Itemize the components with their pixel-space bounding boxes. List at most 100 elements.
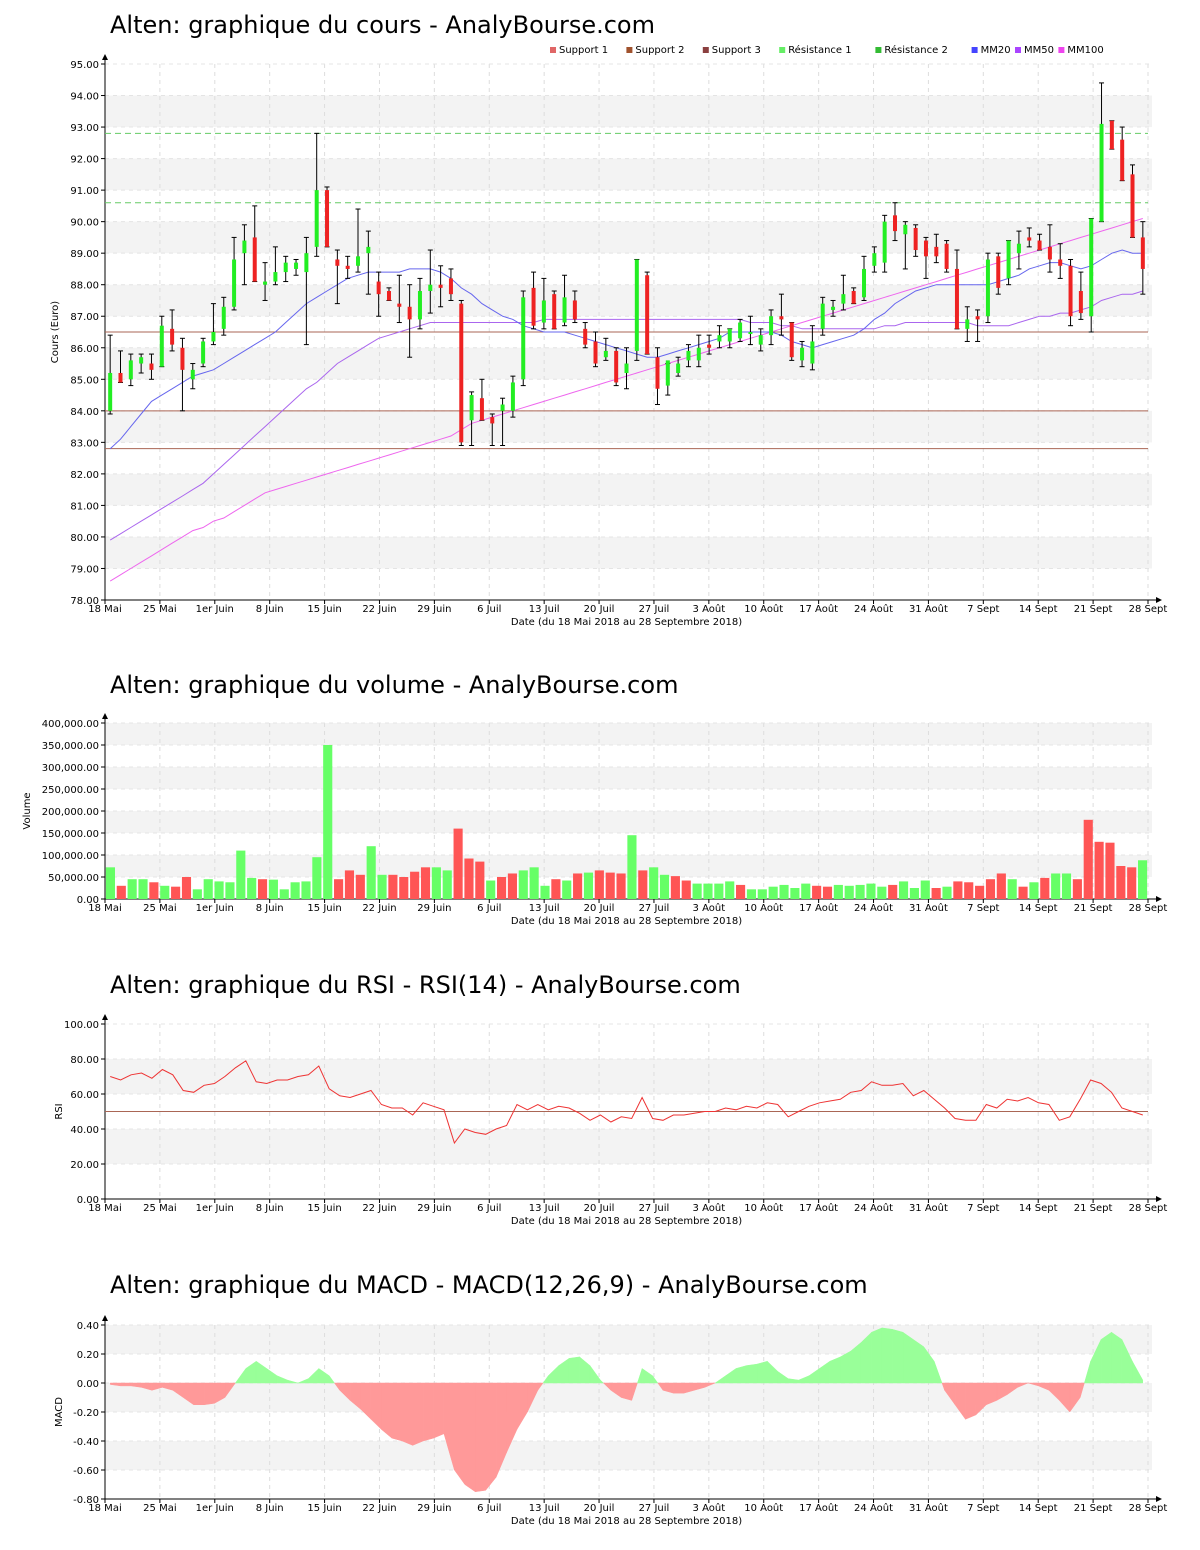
candle-body bbox=[304, 253, 309, 273]
cours-xtick-label: 10 Août bbox=[744, 603, 783, 615]
candle-body bbox=[603, 350, 608, 358]
volume-bar bbox=[257, 879, 268, 899]
volume-bar bbox=[453, 828, 463, 899]
volume-bar bbox=[431, 867, 441, 899]
cours-xtick-label: 31 Août bbox=[909, 603, 948, 615]
volume-xtick-label: 8 Juin bbox=[256, 903, 284, 914]
legend-item: MM20 bbox=[971, 45, 1011, 56]
candle bbox=[706, 334, 712, 355]
macd-area bbox=[370, 1382, 382, 1430]
candle bbox=[1016, 230, 1022, 270]
candle bbox=[272, 246, 278, 286]
volume-bar bbox=[768, 886, 778, 899]
candle bbox=[365, 230, 371, 295]
volume-bar bbox=[627, 835, 637, 899]
cours-xtick-label: 3 Août bbox=[693, 603, 726, 615]
rsi-ytick-label: 100.00 bbox=[64, 1020, 99, 1031]
cours-ytick-label: 81.00 bbox=[70, 501, 99, 512]
candle bbox=[159, 315, 165, 368]
macd-area bbox=[673, 1382, 685, 1394]
volume-bar bbox=[681, 880, 691, 899]
candle bbox=[820, 296, 826, 336]
rsi-xtick-label: 1er Juin bbox=[196, 1203, 234, 1214]
cours-ytick-label: 92.00 bbox=[70, 155, 99, 166]
cours-xtick-label: 18 Mai bbox=[88, 604, 121, 615]
volume-bar bbox=[507, 873, 517, 899]
candle bbox=[696, 334, 702, 368]
volume-bar bbox=[594, 870, 604, 899]
volume-xtick-label: 18 Mai bbox=[88, 903, 121, 914]
candle bbox=[644, 271, 650, 355]
candle-body bbox=[510, 382, 515, 411]
volume-bar bbox=[192, 889, 202, 899]
macd-area bbox=[537, 1382, 544, 1392]
rsi-xtick-label: 22 Juin bbox=[362, 1203, 396, 1214]
macd-band bbox=[105, 1441, 1152, 1470]
macd-area bbox=[391, 1382, 403, 1442]
legend-swatch bbox=[1015, 47, 1021, 53]
volume-bar bbox=[518, 870, 528, 899]
rsi-xtick-label: 31 Août bbox=[909, 1202, 948, 1214]
macd-area bbox=[725, 1368, 737, 1384]
candle bbox=[221, 296, 227, 336]
volume-bar bbox=[583, 872, 594, 899]
volume-xtick-label: 29 Juin bbox=[417, 903, 451, 914]
candle bbox=[448, 268, 454, 301]
candle bbox=[593, 331, 599, 368]
cours-ylabel: Cours (Euro) bbox=[50, 301, 61, 364]
candle-body bbox=[1099, 123, 1104, 222]
candle bbox=[634, 258, 640, 361]
candle-body bbox=[139, 357, 144, 364]
cours-ytick-label: 80.00 bbox=[70, 533, 99, 544]
candle bbox=[241, 224, 247, 286]
candle bbox=[500, 397, 506, 447]
macd-xtick-label: 22 Juin bbox=[362, 1503, 396, 1514]
candle-body bbox=[975, 316, 980, 320]
cours-y-arrow bbox=[102, 54, 108, 60]
candle-body bbox=[583, 328, 588, 345]
candle bbox=[489, 413, 495, 447]
legend-swatch bbox=[779, 47, 786, 53]
candle bbox=[861, 255, 867, 301]
macd-area bbox=[412, 1382, 424, 1446]
macd-area bbox=[829, 1356, 841, 1384]
rsi-xtick-label: 25 Mai bbox=[143, 1203, 176, 1214]
cours-ytick-label: 88.00 bbox=[70, 281, 99, 292]
candle bbox=[654, 347, 660, 406]
volume-bar bbox=[399, 877, 409, 899]
volume-bar bbox=[888, 884, 898, 899]
candle-body bbox=[376, 281, 381, 295]
cours-band bbox=[105, 221, 1152, 254]
candle-body bbox=[170, 328, 175, 345]
volume-xlabel: Date (du 18 Mai 2018 au 28 Septembre 201… bbox=[511, 916, 742, 927]
macd-area bbox=[600, 1379, 605, 1384]
volume-xtick-label: 17 Août bbox=[799, 902, 838, 914]
candle-body bbox=[211, 332, 216, 342]
macd-area bbox=[120, 1382, 132, 1387]
candle-body bbox=[985, 259, 990, 317]
macd-area bbox=[193, 1382, 205, 1405]
candle bbox=[138, 353, 144, 374]
cours-x-arrow bbox=[1156, 597, 1162, 603]
volume-bar bbox=[279, 889, 289, 899]
candle bbox=[345, 255, 351, 279]
rsi-xtick-label: 14 Sept bbox=[1019, 1203, 1058, 1214]
rsi-y-arrow bbox=[102, 1014, 108, 1020]
candle bbox=[303, 236, 309, 346]
candle-body bbox=[562, 297, 567, 323]
macd-area bbox=[913, 1339, 925, 1384]
candle bbox=[1047, 224, 1053, 273]
macd-title: Alten: graphique du MACD - MACD(12,26,9)… bbox=[110, 1271, 868, 1299]
volume-bar bbox=[116, 885, 126, 899]
rsi-xtick-label: 29 Juin bbox=[417, 1203, 451, 1214]
volume-bar bbox=[171, 886, 181, 899]
candle-body bbox=[335, 259, 340, 266]
volume-bar bbox=[127, 879, 137, 899]
rsi-xtick-label: 21 Sept bbox=[1074, 1203, 1113, 1214]
volume-bar bbox=[290, 882, 300, 899]
legend-label: MM20 bbox=[981, 45, 1011, 56]
legend-label: Support 2 bbox=[635, 45, 684, 56]
candle bbox=[200, 337, 206, 368]
volume-bar bbox=[833, 884, 843, 899]
